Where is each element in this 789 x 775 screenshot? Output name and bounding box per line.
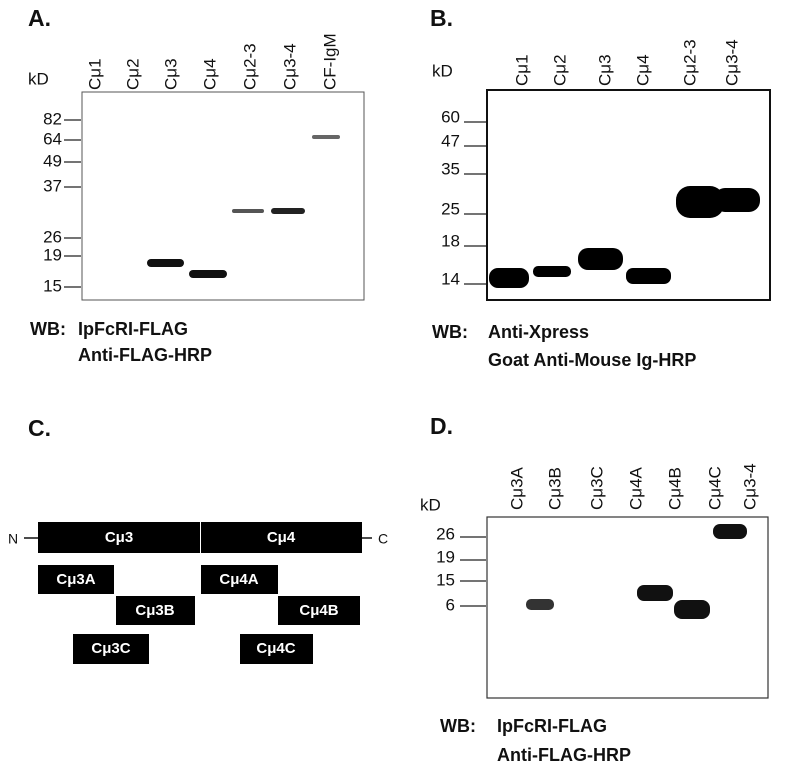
lane-label: Cμ3 [161,58,180,90]
caption: Anti-Xpress [488,322,589,342]
caption: WB: [440,716,476,736]
terminus: N [8,531,18,547]
lane-label: Cμ3-4 [722,39,741,86]
terminus: C [378,531,388,547]
unit-label: kD [432,61,453,80]
domain [38,522,200,553]
fragment-label: Cμ4A [219,571,258,588]
domain-label: Cμ3 [105,529,133,546]
lane-label: Cμ4A [626,466,645,510]
bands [489,186,760,288]
fragment-label: Cμ4C [256,640,295,657]
panel-label: C. [28,415,51,441]
unit-label: kD [420,495,441,514]
panel-label: D. [430,413,453,439]
marker-ticks [460,536,486,607]
lane-label: Cμ3-4 [740,463,759,510]
caption: Anti-FLAG-HRP [78,345,212,365]
lane-label: Cμ3-4 [280,43,299,90]
marker-label: 64 [43,129,62,148]
panel-c: C. N C Cμ3 Cμ4 Cμ3A Cμ3B Cμ3C Cμ4A Cμ4B … [8,415,388,664]
marker-label: 19 [436,547,455,566]
marker-label: 26 [436,524,455,543]
lane-label: Cμ4 [633,54,652,86]
panel-a: A. kD Cμ1 Cμ2 Cμ3 Cμ4 Cμ2-3 Cμ3-4 CF-IgM… [28,5,365,365]
lane-label: Cμ2 [123,58,142,90]
lane-label: Cμ2-3 [240,43,259,90]
bands [147,135,340,278]
marker-label: 82 [43,109,62,128]
marker-label: 15 [43,276,62,295]
lane-label: Cμ4B [665,467,684,510]
marker-label: 26 [43,227,62,246]
marker-label: 6 [446,595,455,614]
marker-label: 35 [441,159,460,178]
fragment-label: Cμ3C [91,640,130,657]
lane-label: CF-IgM [320,33,339,90]
marker-label: 14 [441,269,460,288]
domain-label: Cμ4 [267,529,296,546]
fragment-label: Cμ3B [135,602,174,619]
caption: IpFcRI-FLAG [497,716,607,736]
caption: IpFcRI-FLAG [78,319,188,339]
marker-label: 19 [43,245,62,264]
marker-label: 60 [441,107,460,126]
domain [201,522,362,553]
bands [526,524,747,619]
lane-label: Cμ2 [550,54,569,86]
lane-label: Cμ1 [512,54,531,86]
panel-d: D. kD Cμ3A Cμ3B Cμ3C Cμ4A Cμ4B Cμ4C Cμ3-… [420,413,769,765]
lane-label: Cμ3A [507,466,526,510]
caption: Anti-FLAG-HRP [497,745,631,765]
panel-label: B. [430,5,453,31]
caption: WB: [30,319,66,339]
caption: Goat Anti-Mouse Ig-HRP [488,350,696,370]
marker-label: 25 [441,199,460,218]
caption: WB: [432,322,468,342]
marker-label: 37 [43,176,62,195]
marker-ticks [464,121,486,285]
panel-label: A. [28,5,51,31]
fragment-label: Cμ4B [299,602,338,619]
marker-ticks [64,119,81,288]
unit-label: kD [28,69,49,88]
panel-b: B. kD Cμ1 Cμ2 Cμ3 Cμ4 Cμ2-3 Cμ3-4 60 47 … [430,5,771,370]
fragment-label: Cμ3A [56,571,95,588]
lane-label: Cμ1 [85,58,104,90]
lane-label: Cμ4C [705,466,724,510]
blot [81,91,365,301]
lane-label: Cμ4 [200,58,219,90]
marker-label: 18 [441,231,460,250]
marker-label: 47 [441,131,460,150]
marker-label: 49 [43,151,62,170]
lane-label: Cμ3B [545,467,564,510]
lane-label: Cμ3 [595,54,614,86]
lane-label: Cμ3C [587,466,606,510]
marker-label: 15 [436,570,455,589]
lane-label: Cμ2-3 [680,39,699,86]
